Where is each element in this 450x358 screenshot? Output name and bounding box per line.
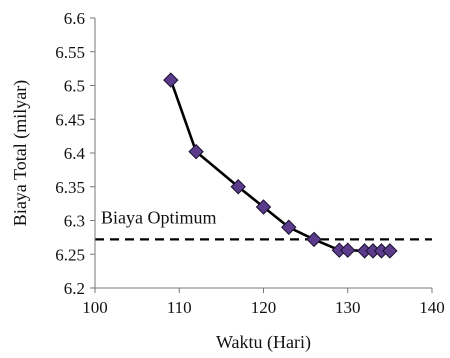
data-point (281, 219, 297, 235)
y-tick-label: 6.3 (64, 212, 85, 231)
data-point (340, 242, 356, 258)
y-tick-label: 6.6 (64, 9, 85, 28)
y-axis-title: Biaya Total (milyar) (10, 80, 31, 226)
optimum-annotation: Biaya Optimum (101, 207, 217, 227)
x-axis-ticks: 100 110 120 130 140 (82, 288, 445, 317)
data-point (255, 199, 272, 215)
data-point (188, 143, 204, 160)
data-point (306, 231, 322, 248)
x-tick-label: 130 (335, 298, 361, 317)
data-point (382, 243, 398, 259)
y-tick-label: 6.5 (64, 77, 85, 96)
y-tick-label: 6.45 (55, 110, 85, 129)
y-tick-label: 6.25 (55, 245, 85, 264)
x-tick-label: 120 (251, 298, 277, 317)
y-tick-label: 6.4 (64, 144, 86, 163)
y-tick-label: 6.55 (55, 43, 85, 62)
y-tick-label: 6.2 (64, 279, 85, 298)
data-point (230, 179, 246, 195)
y-tick-label: 6.35 (55, 178, 85, 197)
plot-area (95, 72, 432, 259)
y-axis-ticks: 6.2 6.25 6.3 6.35 6.4 6.45 6.5 6.55 6.6 (55, 9, 95, 298)
x-tick-label: 140 (419, 298, 445, 317)
x-tick-label: 110 (167, 298, 192, 317)
data-point (163, 72, 179, 88)
x-tick-label: 100 (82, 298, 108, 317)
x-axis-title: Waktu (Hari) (216, 332, 311, 353)
